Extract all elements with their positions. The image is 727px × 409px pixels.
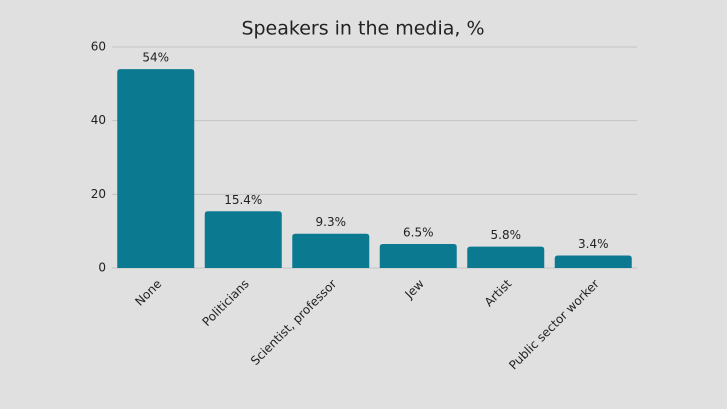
value-label: 5.8% <box>491 228 522 242</box>
bar <box>379 244 457 268</box>
bar <box>292 233 370 268</box>
y-tick-label: 20 <box>91 187 106 201</box>
value-label: 54% <box>142 51 169 65</box>
value-label: 3.4% <box>578 237 609 251</box>
bar <box>467 246 545 268</box>
bar <box>204 211 282 268</box>
bar <box>117 69 195 268</box>
bar <box>554 255 632 268</box>
y-tick-label: 0 <box>98 261 106 275</box>
y-tick-label: 40 <box>91 113 106 127</box>
value-label: 6.5% <box>403 226 434 240</box>
chart-title: Speakers in the media, % <box>241 18 484 40</box>
y-tick-label: 60 <box>91 40 106 54</box>
value-label: 15.4% <box>224 193 262 207</box>
value-label: 9.3% <box>316 215 347 229</box>
